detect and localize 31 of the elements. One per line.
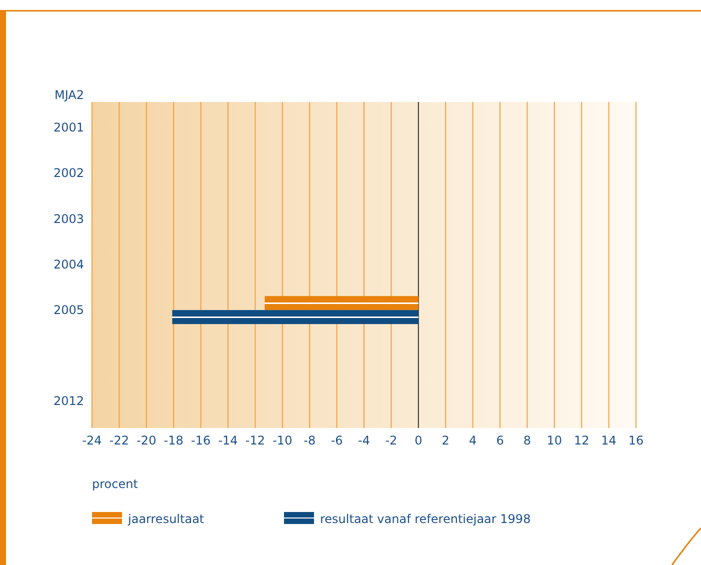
x-tick-label: -6 [330,434,343,448]
x-tick-label: 14 [601,434,616,448]
x-tick-label: -18 [164,434,184,448]
x-tick-label: -4 [358,434,370,448]
x-tick-label: 12 [574,434,590,448]
x-tick-label: -22 [109,434,130,448]
x-tick-label: -2 [385,434,398,448]
x-tick-label: 6 [496,434,504,448]
x-tick-label: 10 [546,434,562,448]
y-tick-label: 2002 [53,166,84,180]
x-tick-label: -8 [304,434,316,448]
x-tick-label: 4 [468,434,477,448]
x-tick-label: -10 [272,434,292,448]
x-tick-label: -24 [82,434,102,448]
y-tick-label: 2004 [53,257,84,272]
legend-label: jaarresultaat [127,512,204,526]
y-tick-label: 2003 [53,212,84,226]
legend-label: resultaat vanaf referentiejaar 1998 [320,512,531,526]
y-tick-label: 2005 [53,302,84,317]
x-axis-title: procent [92,477,138,491]
x-tick-label: 2 [442,434,450,448]
y-tick-label: 2012 [53,394,84,408]
y-tick-label: 2001 [53,120,84,135]
y-axis-title: MJA2 [54,88,84,102]
x-tick-label: 0 [414,434,422,448]
x-tick-label: -20 [136,434,156,448]
x-tick-label: 8 [523,434,532,448]
x-tick-label: 16 [628,434,644,448]
x-tick-label: -16 [190,434,211,448]
x-tick-label: -14 [218,434,238,448]
x-tick-label: -12 [245,434,266,448]
